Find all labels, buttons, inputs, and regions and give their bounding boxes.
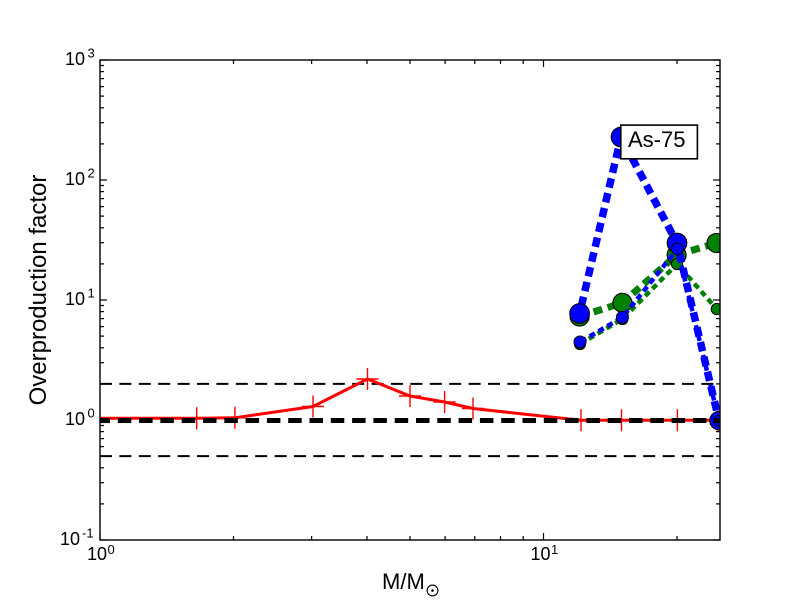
svg-text:10: 10 bbox=[65, 49, 85, 69]
svg-text:10: 10 bbox=[87, 544, 107, 564]
svg-text:1: 1 bbox=[88, 286, 95, 301]
svg-text:10: 10 bbox=[60, 529, 80, 549]
svg-text:10: 10 bbox=[65, 409, 85, 429]
svg-text:3: 3 bbox=[88, 46, 95, 61]
svg-text:10: 10 bbox=[65, 169, 85, 189]
svg-text:0: 0 bbox=[88, 406, 95, 421]
svg-text:-1: -1 bbox=[82, 526, 94, 541]
svg-text:10: 10 bbox=[65, 289, 85, 309]
svg-text:1: 1 bbox=[551, 542, 558, 557]
svg-text:0: 0 bbox=[108, 542, 115, 557]
svg-text:2: 2 bbox=[88, 166, 95, 181]
svg-text:M/M: M/M bbox=[382, 569, 425, 594]
svg-text:As-75: As-75 bbox=[628, 127, 685, 152]
svg-text:10: 10 bbox=[531, 544, 551, 564]
svg-text:Overproduction factor: Overproduction factor bbox=[25, 175, 52, 406]
